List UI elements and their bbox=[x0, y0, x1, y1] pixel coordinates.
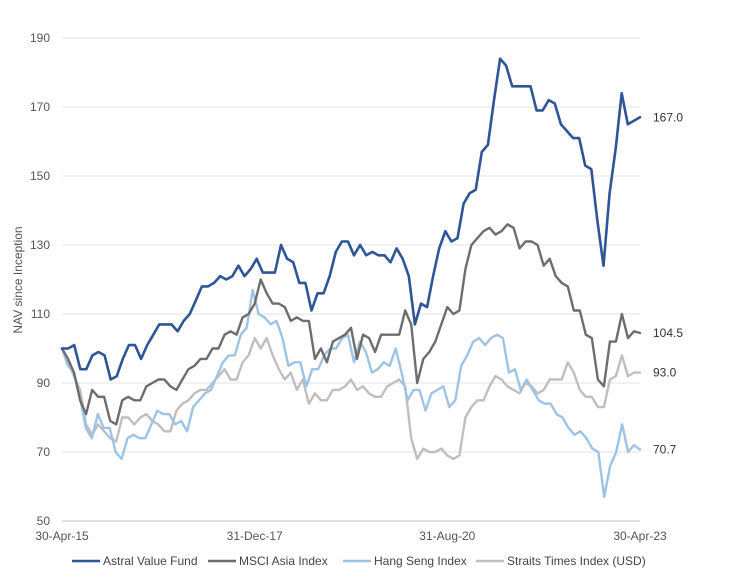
series-line-astral-value-fund bbox=[60, 57, 642, 381]
end-value-label: 167.0 bbox=[653, 110, 683, 124]
series-lines bbox=[60, 57, 642, 499]
x-tick-label: 30-Apr-23 bbox=[613, 529, 667, 543]
y-tick-label: 50 bbox=[37, 514, 51, 528]
x-tick-label: 30-Apr-15 bbox=[35, 529, 89, 543]
y-tick-label: 70 bbox=[37, 445, 51, 459]
end-value-label: 104.5 bbox=[653, 326, 683, 340]
y-axis-ticks: 50 70 90 110 130 150 170 190 bbox=[30, 31, 50, 528]
end-value-label: 70.7 bbox=[653, 443, 677, 457]
legend-label: Hang Seng Index bbox=[374, 554, 467, 568]
legend-label: MSCI Asia Index bbox=[239, 554, 328, 568]
y-tick-label: 130 bbox=[30, 238, 50, 252]
y-tick-label: 190 bbox=[30, 31, 50, 45]
series-line-msci-asia-index bbox=[60, 223, 642, 426]
y-axis-label: NAV since Inception bbox=[11, 226, 25, 333]
gridlines bbox=[62, 37, 640, 453]
y-tick-label: 150 bbox=[30, 169, 50, 183]
end-labels: 167.0 104.5 70.7 93.0 bbox=[653, 110, 683, 456]
end-value-label: 93.0 bbox=[653, 366, 677, 380]
x-tick-label: 31-Aug-20 bbox=[419, 529, 475, 543]
x-tick-label: 31-Dec-17 bbox=[227, 529, 283, 543]
legend: Astral Value Fund MSCI Asia Index Hang Sen… bbox=[72, 554, 646, 568]
legend-label: Astral Value Fund bbox=[103, 554, 198, 568]
y-tick-label: 110 bbox=[31, 307, 50, 321]
y-tick-label: 170 bbox=[30, 100, 50, 114]
legend-label: Straits Times Index (USD) bbox=[507, 554, 646, 568]
x-axis-ticks: 30-Apr-15 31-Dec-17 31-Aug-20 30-Apr-23 bbox=[35, 529, 667, 543]
y-tick-label: 90 bbox=[37, 376, 51, 390]
series-line-hang-seng-index bbox=[60, 288, 642, 499]
series-line-straits-times-index-usd bbox=[60, 336, 642, 461]
